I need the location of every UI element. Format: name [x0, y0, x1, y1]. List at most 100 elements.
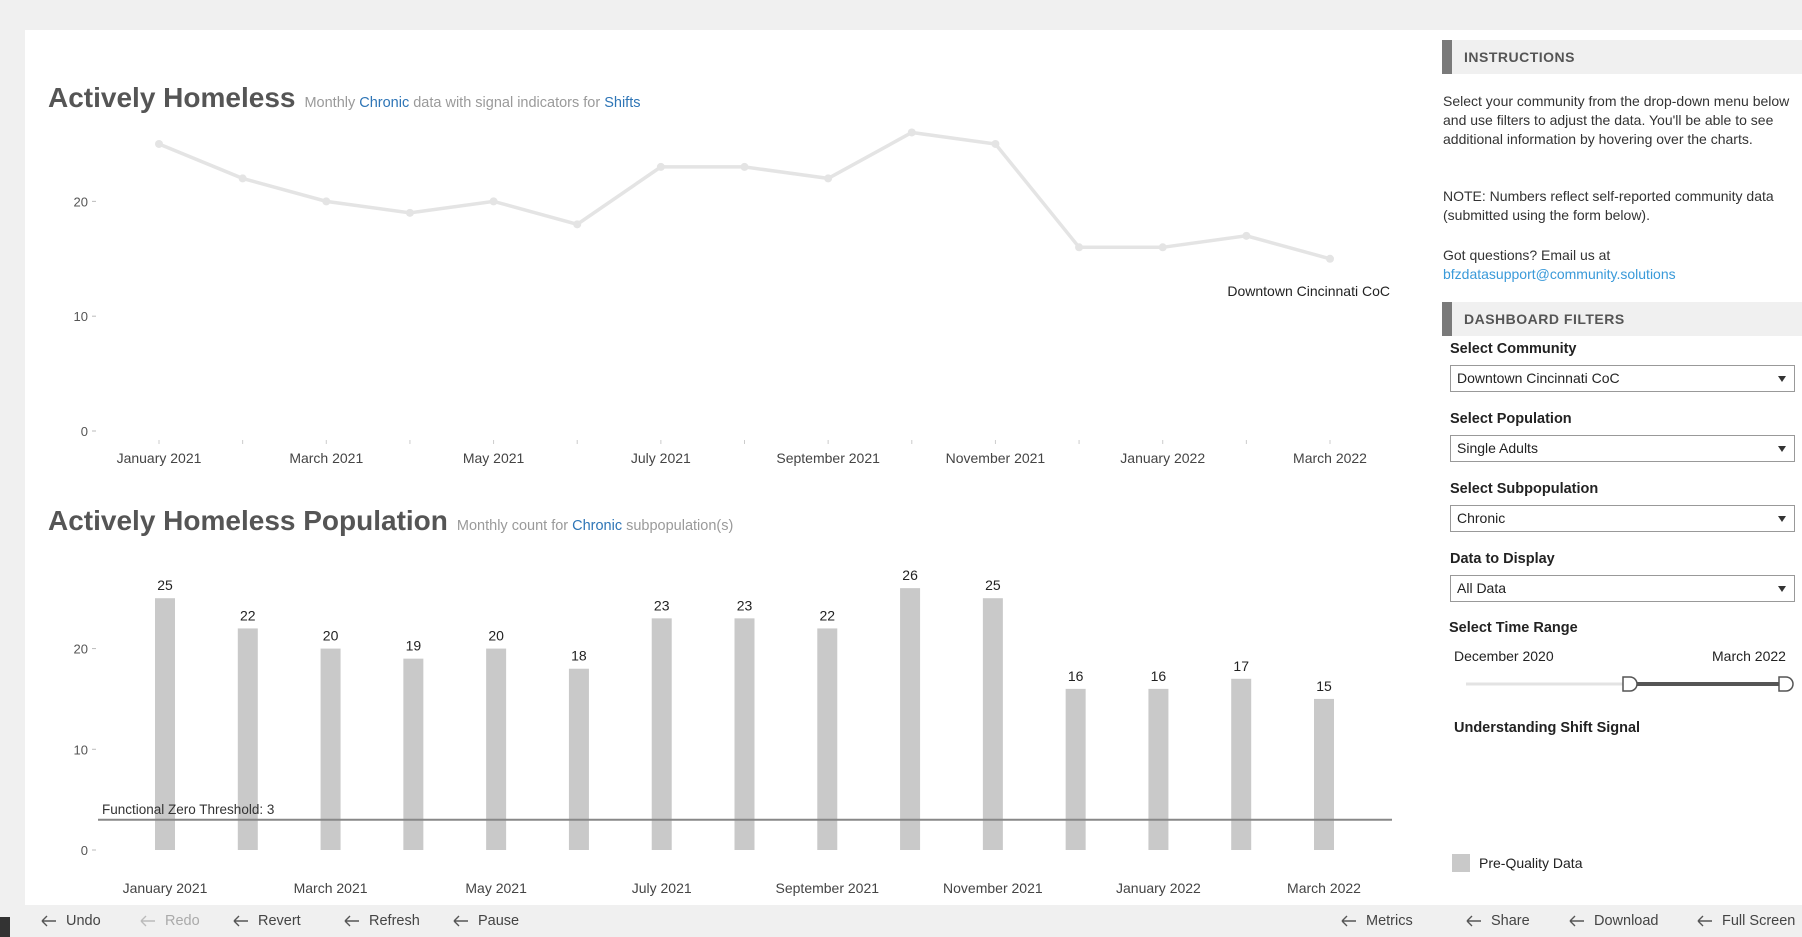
bar [1314, 698, 1334, 850]
y-tick-label: 10 [74, 742, 88, 757]
point [656, 162, 665, 171]
section-header: DASHBOARD FILTERS [1442, 302, 1802, 336]
x-tick-label: January 2022 [1116, 880, 1201, 896]
toolbar-button[interactable]: Refresh [344, 905, 420, 937]
point [740, 162, 749, 171]
x-tick-label: May 2021 [465, 880, 527, 896]
y-tick-label: 0 [81, 843, 88, 858]
data-label: 25 [157, 577, 173, 593]
point [238, 174, 247, 183]
legend-swatch [1452, 854, 1470, 872]
chart-title: Actively Homeless Population Monthly coun… [48, 505, 733, 536]
bar [817, 628, 838, 850]
data-label: 20 [488, 628, 504, 644]
dropdown[interactable]: Single Adults [1450, 435, 1795, 462]
x-tick-label: May 2021 [463, 450, 525, 466]
x-tick-label: November 2021 [943, 880, 1043, 896]
toolbar-icon [1341, 915, 1356, 927]
toolbar-button[interactable]: Pause [453, 905, 519, 937]
range-start: December 2020 [1454, 648, 1554, 664]
x-tick-label: September 2021 [776, 880, 880, 896]
dropdown-arrow [1778, 446, 1786, 452]
icon-shape [140, 915, 155, 927]
dropdown-value: All Data [1457, 580, 1507, 596]
bar [237, 628, 258, 850]
filter-label: Select Community [1450, 341, 1577, 357]
chart-subtitle: Chronic [359, 95, 409, 111]
chart-subtitle: Shifts [604, 95, 640, 111]
toolbar-button[interactable]: Full Screen [1697, 905, 1795, 937]
point [1075, 243, 1084, 252]
dropdown[interactable]: Downtown Cincinnati CoC [1450, 365, 1795, 392]
data-label: 23 [737, 597, 753, 613]
y-tick-label: 20 [74, 642, 88, 657]
data-label: 26 [902, 567, 918, 583]
point [405, 208, 414, 217]
bar [568, 668, 589, 850]
bar [1148, 688, 1169, 850]
note-text: NOTE: Numbers reflect self-reported comm… [1443, 188, 1774, 223]
data-label: 22 [240, 607, 256, 623]
point [991, 139, 1000, 148]
series-line [158, 130, 1331, 261]
toolbar-button[interactable]: Share [1466, 905, 1530, 937]
data-label: 15 [1316, 678, 1332, 694]
toolbar-icon [344, 915, 359, 927]
point [573, 220, 582, 229]
x-tick-label: March 2022 [1287, 880, 1361, 896]
point [824, 174, 833, 183]
toolbar-button[interactable]: Revert [233, 905, 301, 937]
section-header: INSTRUCTIONS [1442, 40, 1802, 74]
toolbar-button[interactable]: Undo [41, 905, 101, 937]
toolbar: Undo Redo Revert Refresh Pause Metrics Share Do… [0, 905, 1802, 937]
toolbar-icon [1569, 915, 1584, 927]
x-tick-label: January 2021 [117, 450, 202, 466]
icon-shape [453, 915, 468, 927]
dropdown-arrow [1778, 586, 1786, 592]
x-tick-label: July 2021 [632, 880, 692, 896]
questions-text: Got questions? Email us at [1443, 247, 1611, 263]
data-label: 19 [406, 638, 422, 654]
x-tick-label: March 2021 [294, 880, 368, 896]
data-label: 16 [1068, 668, 1084, 684]
bar [734, 618, 755, 850]
range-slider[interactable] [1460, 672, 1802, 696]
toolbar-button[interactable]: Redo [140, 905, 200, 937]
icon-shape [344, 915, 359, 927]
data-label: 16 [1151, 668, 1167, 684]
series-end-label: Downtown Cincinnati CoC [1227, 283, 1390, 299]
x-tick-label: March 2021 [289, 450, 363, 466]
toolbar-button[interactable]: Metrics [1341, 905, 1413, 937]
x-tick-label: July 2021 [631, 450, 691, 466]
y-tick-label: 10 [74, 309, 88, 324]
icon-shape [1466, 915, 1481, 927]
dashboard-panel: Actively Homeless Monthly Chronic data with… [25, 30, 1802, 905]
data-label: 18 [571, 648, 587, 664]
point [155, 139, 163, 148]
point [907, 128, 916, 137]
point [1158, 243, 1167, 252]
bar [1065, 688, 1086, 850]
email-link[interactable]: bfzdatasupport@community.solutions [1443, 266, 1676, 282]
icon-shape [233, 915, 248, 927]
chart-subtitle: Chronic [572, 518, 622, 534]
chart-subtitle: Monthly [304, 95, 356, 111]
toolbar-icon [1697, 915, 1712, 927]
x-tick-label: January 2022 [1120, 450, 1205, 466]
point [489, 197, 498, 206]
toolbar-icon [453, 915, 468, 927]
range-end: March 2022 [1712, 648, 1786, 664]
chart-title: Actively Homeless Monthly Chronic data with… [48, 82, 640, 113]
filter-label: Select Time Range [1449, 620, 1578, 636]
toolbar-button[interactable]: Download [1569, 905, 1659, 937]
dropdown[interactable]: All Data [1450, 575, 1795, 602]
chart-subtitle: Monthly count for [457, 518, 568, 534]
y-tick-label: 20 [74, 194, 88, 209]
toolbar-icon [140, 915, 155, 927]
bar [651, 618, 672, 850]
instructions-text: Select your community from the drop-down… [1443, 93, 1790, 147]
dropdown-value: Single Adults [1457, 440, 1538, 456]
filter-label: Select Population [1450, 411, 1572, 427]
dropdown-arrow [1778, 516, 1786, 522]
dropdown[interactable]: Chronic [1450, 505, 1795, 532]
